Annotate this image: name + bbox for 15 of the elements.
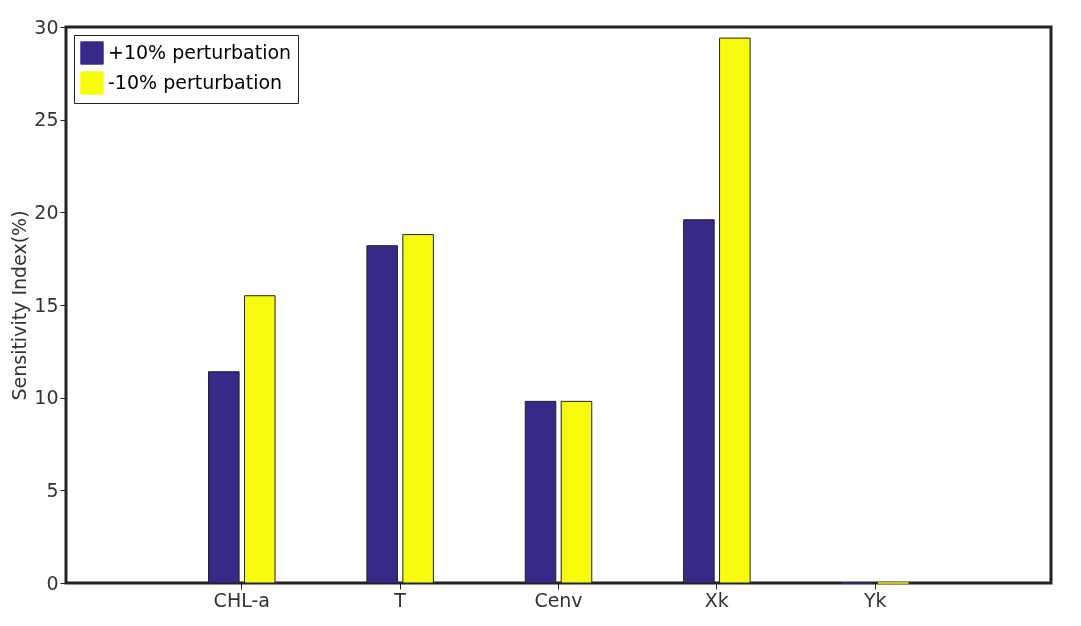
y-axis-title: Sensitivity Index(%) — [8, 210, 31, 401]
y-tick-label: 30 — [34, 15, 59, 38]
y-tick-label: 5 — [46, 478, 59, 501]
x-tick-label: Xk — [704, 588, 729, 611]
x-tick-label: Cenv — [534, 588, 583, 611]
legend-label: +10% perturbation — [108, 41, 292, 63]
y-tick-label: 0 — [46, 571, 59, 594]
x-tick-label: T — [393, 588, 407, 611]
x-tick-label: CHL-a — [213, 588, 270, 611]
x-tick-label: Yk — [862, 588, 887, 611]
y-tick-label: 20 — [34, 200, 59, 223]
y-tick-label: 15 — [34, 293, 59, 316]
y-tick-label: 10 — [34, 386, 59, 409]
y-tick-label: 25 — [34, 108, 59, 131]
legend-label: -10% perturbation — [108, 71, 283, 93]
